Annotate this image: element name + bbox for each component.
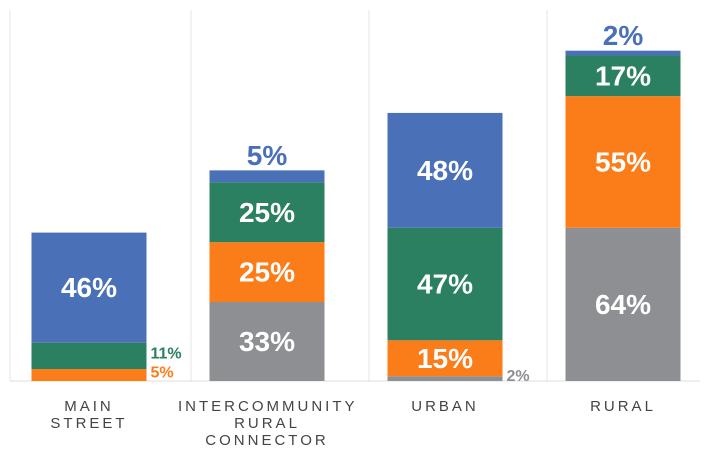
value-label: 15% xyxy=(417,343,473,374)
bar-segment xyxy=(565,50,681,56)
bar-segment xyxy=(565,55,681,97)
value-label: 47% xyxy=(417,269,473,300)
x-tick-label: RURAL xyxy=(590,398,656,415)
value-label: 5% xyxy=(151,365,174,382)
value-label: 25% xyxy=(239,197,295,228)
value-label: 25% xyxy=(239,257,295,288)
bar-segment xyxy=(209,242,325,303)
value-label: 5% xyxy=(247,140,288,171)
x-tick-label: MAIN STREET xyxy=(50,398,128,432)
value-label: 2% xyxy=(603,20,644,51)
x-tick-label: INTERCOMMUNITY RURAL CONNECTOR xyxy=(178,398,358,449)
bar-segment xyxy=(565,96,681,228)
bar-segment xyxy=(565,227,681,381)
bar-segment xyxy=(387,112,503,228)
bar-segment xyxy=(31,342,147,370)
x-tick-label: URBAN xyxy=(411,398,479,415)
bar-segment xyxy=(387,227,503,341)
value-label: 2% xyxy=(507,368,530,385)
bar-segment xyxy=(387,376,503,381)
bar-segment xyxy=(209,170,325,183)
bar-segment xyxy=(31,232,147,343)
value-label: 11% xyxy=(151,345,182,362)
bar-segment xyxy=(31,369,147,381)
value-label: 46% xyxy=(61,272,117,303)
bar-segment xyxy=(387,340,503,377)
value-label: 33% xyxy=(239,326,295,357)
value-label: 48% xyxy=(417,155,473,186)
value-label: 64% xyxy=(595,289,651,320)
bar-segment xyxy=(209,182,325,243)
value-label: 17% xyxy=(595,60,651,91)
bar-segment xyxy=(209,302,325,381)
value-label: 55% xyxy=(595,146,651,177)
